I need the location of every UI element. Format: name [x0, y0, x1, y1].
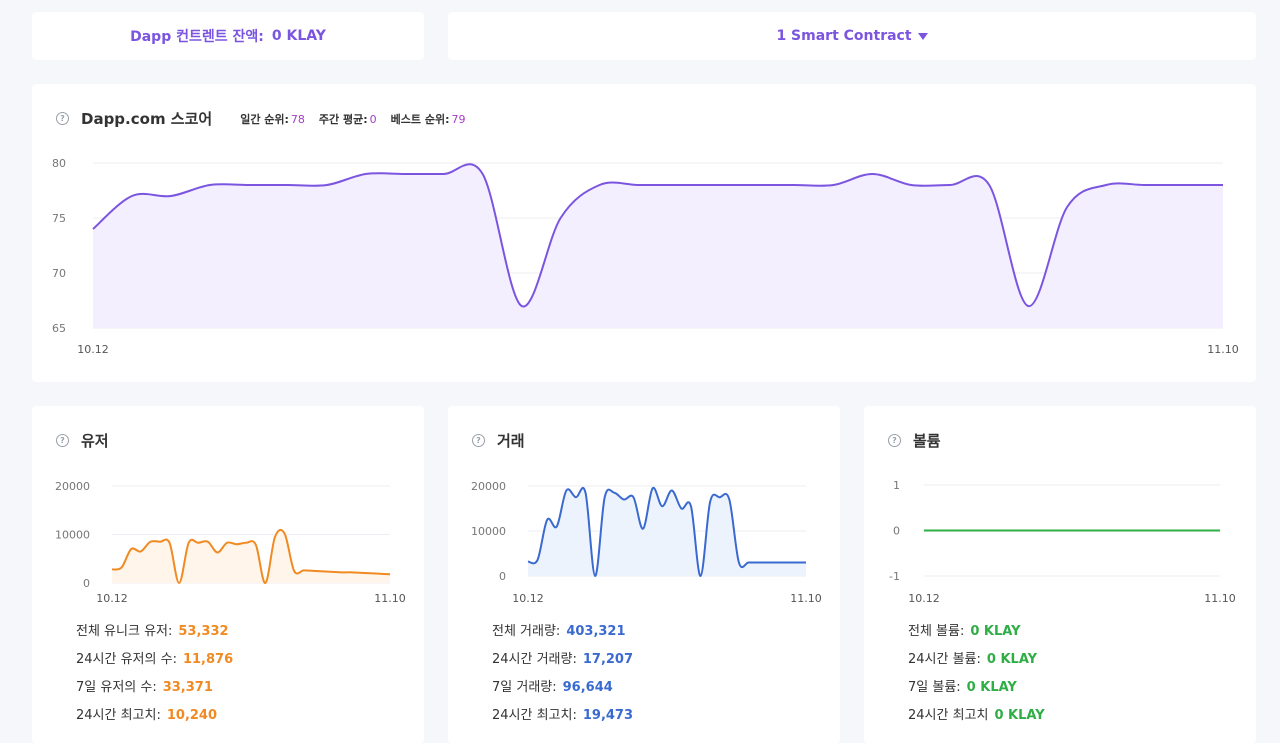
- x-tick-label: 10.12: [512, 592, 544, 605]
- balance-label: Dapp 컨트렌트 잔액:: [130, 29, 264, 45]
- users-title: 유저: [81, 432, 109, 450]
- transactions-card: ? 거래 0 10000 20000 10.12 11.10 전체 거래량: 403,32…: [448, 406, 840, 743]
- y-tick-label: 80: [52, 157, 66, 170]
- series-area: [112, 529, 390, 584]
- y-tick-label: 0: [893, 525, 900, 538]
- dapp-score-card: ? Dapp.com 스코어 일간 순위: 78 주간 평균: 0 베스트 순위: 7…: [32, 84, 1256, 382]
- y-tick-label: 10000: [471, 525, 506, 538]
- y-tick-label: 65: [52, 322, 66, 335]
- stat-label: 전체 유니크 유저:: [76, 624, 173, 639]
- stat-label: 7일 유저의 수:: [76, 680, 157, 695]
- stat-value: 96,644: [562, 680, 613, 695]
- y-tick-label: -1: [889, 570, 900, 583]
- caret-down-icon: [917, 32, 928, 40]
- volume-stat: 24시간 볼륨: 0 KLAY: [908, 648, 1037, 667]
- stat-label: 7일 볼륨:: [908, 680, 961, 695]
- stat-value: 11,876: [182, 652, 234, 667]
- stat-value: 33,371: [162, 680, 213, 695]
- x-tick-label: 10.12: [908, 592, 940, 605]
- y-tick-label: 70: [52, 267, 66, 280]
- best-rank: 베스트 순위: 79: [391, 111, 466, 127]
- transactions-stat: 24시간 거래량: 17,207: [492, 648, 633, 667]
- x-tick-label: 11.10: [374, 592, 406, 605]
- stat-value: 403,321: [566, 624, 626, 639]
- users-stat: 24시간 유저의 수: 11,876: [76, 648, 233, 667]
- series-line: [92, 163, 1223, 308]
- weekly-average-value: 0: [369, 112, 377, 126]
- x-tick-label: 11.10: [1204, 592, 1236, 605]
- series-line: [527, 486, 806, 578]
- series-line: [111, 528, 391, 585]
- smart-contract-dropdown[interactable]: 1 Smart Contract: [448, 12, 1256, 60]
- users-stat: 7일 유저의 수: 33,371: [76, 676, 213, 695]
- best-rank-label: 베스트 순위:: [390, 112, 450, 126]
- transactions-header: ? 거래: [472, 430, 525, 451]
- stat-value: 0 KLAY: [994, 708, 1045, 723]
- users-stat: 24시간 최고치: 10,240: [76, 704, 217, 723]
- users-stat: 전체 유니크 유저: 53,332: [76, 620, 229, 639]
- stat-value: 0 KLAY: [970, 624, 1021, 639]
- stat-label: 전체 거래량:: [492, 624, 561, 639]
- users-chart: 0 10000 20000 10.12 11.10: [55, 480, 406, 605]
- score-header: ? Dapp.com 스코어 일간 순위: 78 주간 평균: 0 베스트 순위: 7…: [56, 108, 465, 129]
- users-header: ? 유저: [56, 430, 109, 451]
- balance-value: 0 KLAY: [271, 28, 326, 44]
- volume-title: 볼륨: [913, 432, 941, 450]
- help-icon[interactable]: ?: [888, 434, 901, 447]
- stat-value: 19,473: [582, 708, 634, 723]
- stat-label: 24시간 최고치:: [76, 708, 161, 723]
- x-tick-label: 10.12: [77, 343, 109, 356]
- stat-value: 53,332: [178, 624, 229, 639]
- volume-header: ? 볼륨: [888, 430, 941, 451]
- volume-stat: 24시간 최고치 0 KLAY: [908, 704, 1045, 723]
- best-rank-value: 79: [451, 112, 466, 126]
- stat-label: 24시간 유저의 수:: [76, 652, 177, 667]
- daily-rank-value: 78: [290, 112, 305, 126]
- stat-label: 24시간 볼륨:: [908, 652, 981, 667]
- transactions-stat: 전체 거래량: 403,321: [492, 620, 626, 639]
- series-area: [93, 164, 1223, 328]
- y-tick-label: 0: [499, 570, 506, 583]
- weekly-average-label: 주간 평균:: [318, 112, 368, 126]
- balance-card: Dapp 컨트렌트 잔액: 0 KLAY: [32, 12, 424, 60]
- stat-label: 24시간 최고치:: [492, 708, 577, 723]
- y-tick-label: 0: [83, 577, 90, 590]
- transactions-stat: 24시간 최고치: 19,473: [492, 704, 633, 723]
- help-icon[interactable]: ?: [472, 434, 485, 447]
- daily-rank: 일간 순위: 78: [240, 111, 305, 127]
- stat-value: 10,240: [166, 708, 218, 723]
- y-tick-label: 10000: [55, 529, 90, 542]
- users-card: ? 유저 0 10000 20000 10.12 11.10 전체 유니크 유저: 53,…: [32, 406, 424, 743]
- stat-label: 24시간 거래량:: [492, 652, 577, 667]
- stat-label: 7일 거래량:: [492, 680, 557, 695]
- x-tick-label: 11.10: [1207, 343, 1239, 356]
- weekly-average: 주간 평균: 0: [319, 111, 377, 127]
- daily-rank-label: 일간 순위:: [240, 112, 289, 126]
- y-tick-label: 75: [52, 212, 66, 225]
- x-tick-label: 11.10: [790, 592, 822, 605]
- y-tick-label: 20000: [471, 480, 506, 493]
- y-tick-label: 1: [893, 479, 900, 492]
- score-title: Dapp.com 스코어: [81, 110, 213, 128]
- help-icon[interactable]: ?: [56, 434, 69, 447]
- stat-label: 24시간 최고치: [908, 708, 989, 723]
- stat-value: 0 KLAY: [986, 652, 1038, 667]
- volume-card: ? 볼륨 -1 0 1 10.12 11.10 전체 볼륨: 0 KLAY 24시간 볼륨…: [864, 406, 1256, 743]
- transactions-chart: 0 10000 20000 10.12 11.10: [471, 480, 822, 605]
- smart-contract-label: 1 Smart Contract: [776, 28, 912, 44]
- help-icon[interactable]: ?: [56, 112, 69, 125]
- volume-stat: 7일 볼륨: 0 KLAY: [908, 676, 1017, 695]
- y-tick-label: 20000: [55, 480, 90, 493]
- transactions-title: 거래: [497, 432, 525, 450]
- score-chart: 65 70 75 80 10.12 11.10: [52, 157, 1239, 356]
- x-tick-label: 10.12: [96, 592, 128, 605]
- volume-stat: 전체 볼륨: 0 KLAY: [908, 620, 1021, 639]
- stat-label: 전체 볼륨:: [908, 624, 965, 639]
- transactions-stat: 7일 거래량: 96,644: [492, 676, 613, 695]
- volume-chart: -1 0 1 10.12 11.10: [889, 479, 1236, 605]
- stat-value: 0 KLAY: [966, 680, 1017, 695]
- stat-value: 17,207: [582, 652, 634, 667]
